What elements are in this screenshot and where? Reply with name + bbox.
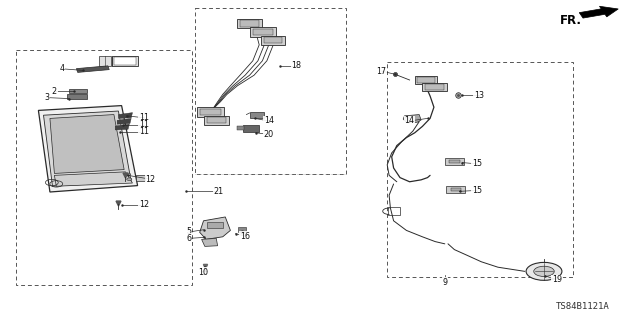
Bar xyxy=(264,37,282,43)
Text: 14: 14 xyxy=(404,116,415,125)
Text: 11: 11 xyxy=(139,120,149,129)
Text: 11: 11 xyxy=(139,127,149,136)
Bar xyxy=(253,29,273,35)
Text: 19: 19 xyxy=(552,276,562,284)
Bar xyxy=(207,222,223,228)
Polygon shape xyxy=(200,217,230,239)
Bar xyxy=(387,62,573,277)
Bar xyxy=(243,125,259,132)
Text: 3: 3 xyxy=(44,93,49,102)
Text: 21: 21 xyxy=(214,187,224,196)
Bar xyxy=(69,89,87,93)
Bar xyxy=(237,126,244,130)
Bar xyxy=(204,116,229,125)
Bar xyxy=(240,20,259,27)
Polygon shape xyxy=(44,111,131,186)
Bar xyxy=(114,57,136,65)
Polygon shape xyxy=(50,115,124,173)
Polygon shape xyxy=(117,118,131,124)
Bar xyxy=(237,19,262,28)
Bar xyxy=(250,27,276,37)
Text: 12: 12 xyxy=(145,175,156,184)
Circle shape xyxy=(534,266,554,276)
Bar xyxy=(99,56,111,66)
Polygon shape xyxy=(403,115,421,123)
Bar xyxy=(16,50,192,285)
Bar xyxy=(449,160,460,163)
Text: 17: 17 xyxy=(376,67,387,76)
Bar xyxy=(200,109,221,115)
Bar xyxy=(195,8,346,174)
Text: 16: 16 xyxy=(240,232,250,241)
Circle shape xyxy=(526,262,562,280)
Bar xyxy=(451,188,461,191)
Polygon shape xyxy=(202,238,218,246)
Bar xyxy=(67,94,87,99)
Text: 15: 15 xyxy=(472,186,482,195)
Text: 5: 5 xyxy=(186,228,191,236)
FancyArrow shape xyxy=(579,6,618,18)
Text: 20: 20 xyxy=(264,130,274,139)
Bar xyxy=(446,186,465,193)
Text: 12: 12 xyxy=(139,200,149,209)
Bar xyxy=(197,107,224,117)
Text: 10: 10 xyxy=(198,268,208,277)
Polygon shape xyxy=(115,124,129,130)
Text: 14: 14 xyxy=(264,116,274,125)
Text: 2: 2 xyxy=(52,87,57,96)
Text: 4: 4 xyxy=(60,64,65,73)
Bar xyxy=(425,84,444,90)
Bar xyxy=(445,158,464,165)
Text: 15: 15 xyxy=(472,159,482,168)
Text: 18: 18 xyxy=(291,61,301,70)
Text: 9: 9 xyxy=(442,278,447,287)
Text: TS84B1121A: TS84B1121A xyxy=(556,302,609,311)
Polygon shape xyxy=(54,172,132,186)
Bar xyxy=(261,36,285,45)
Bar xyxy=(76,66,109,72)
Text: 6: 6 xyxy=(186,234,191,243)
Polygon shape xyxy=(118,113,132,118)
Bar xyxy=(415,76,437,84)
Text: 11: 11 xyxy=(139,113,149,122)
Bar xyxy=(136,175,145,181)
Bar xyxy=(417,77,435,83)
Bar xyxy=(422,83,447,91)
Bar xyxy=(112,56,138,66)
Bar xyxy=(207,117,226,123)
Circle shape xyxy=(125,173,131,176)
Bar xyxy=(238,227,246,232)
Text: 13: 13 xyxy=(474,91,484,100)
Text: FR.: FR. xyxy=(560,14,582,27)
Circle shape xyxy=(127,178,132,180)
Polygon shape xyxy=(38,106,138,192)
Bar xyxy=(250,112,264,118)
Bar xyxy=(388,207,400,215)
